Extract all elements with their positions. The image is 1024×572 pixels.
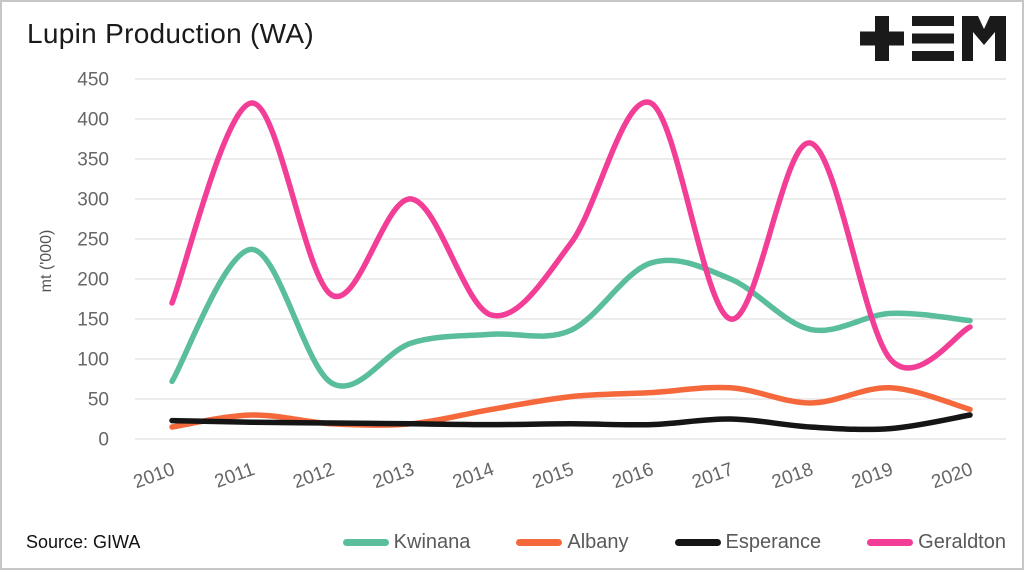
x-tick-label-2020: 2020 xyxy=(929,459,976,493)
logo-m-icon xyxy=(962,16,1006,61)
source-label: Source: GIWA xyxy=(26,532,141,552)
series-line-kwinana xyxy=(169,246,973,389)
chart-title: Lupin Production (WA) xyxy=(27,18,314,49)
x-tick-label-2014: 2014 xyxy=(450,459,497,493)
footer: Source: GIWA Kwinana Albany Esperance Ge… xyxy=(26,531,1006,554)
series-line-esperance xyxy=(169,412,973,433)
y-axis-label: mt ('000) xyxy=(38,229,55,293)
y-tick-label-300: 300 xyxy=(77,190,109,211)
y-tick-label-0: 0 xyxy=(98,430,109,451)
y-tick-label-350: 350 xyxy=(77,150,109,171)
x-tick-label-2012: 2012 xyxy=(290,459,337,493)
legend-item-esperance: Esperance xyxy=(674,531,822,554)
x-tick-label-2013: 2013 xyxy=(370,459,417,493)
legend-swatch-kwinana xyxy=(342,539,389,546)
legend-swatch-esperance xyxy=(674,539,721,546)
legend-item-albany: Albany xyxy=(516,531,629,554)
legend-swatch-geraldton xyxy=(867,539,914,546)
logo-bars-icon xyxy=(912,16,954,61)
logo-plus-icon xyxy=(860,16,904,61)
y-tick-label-250: 250 xyxy=(77,230,109,251)
x-tick-label-2010: 2010 xyxy=(131,459,178,493)
series-line-geraldton xyxy=(169,99,973,371)
legend-item-kwinana: Kwinana xyxy=(342,531,471,554)
legend-label-geraldton: Geraldton xyxy=(918,531,1006,553)
x-tick-label-2018: 2018 xyxy=(769,459,816,493)
x-tick-label-2011: 2011 xyxy=(212,459,258,493)
y-tick-label-200: 200 xyxy=(77,270,109,291)
tem-logo xyxy=(860,16,1006,61)
y-tick-label-450: 450 xyxy=(77,70,109,91)
legend-label-esperance: Esperance xyxy=(725,531,822,553)
x-tick-label-2016: 2016 xyxy=(610,459,657,493)
legend-label-albany: Albany xyxy=(567,531,629,553)
x-tick-label-2015: 2015 xyxy=(530,459,577,493)
x-tick-label-2019: 2019 xyxy=(849,459,896,493)
y-tick-label-100: 100 xyxy=(77,350,109,371)
y-tick-label-400: 400 xyxy=(77,110,109,131)
legend: Kwinana Albany Esperance Geraldton xyxy=(342,531,1006,554)
x-tick-label-2017: 2017 xyxy=(689,459,736,493)
y-tick-label-150: 150 xyxy=(77,310,109,331)
legend-swatch-albany xyxy=(516,539,563,546)
legend-label-kwinana: Kwinana xyxy=(393,531,471,553)
y-tick-label-50: 50 xyxy=(88,390,109,411)
legend-item-geraldton: Geraldton xyxy=(867,531,1006,554)
